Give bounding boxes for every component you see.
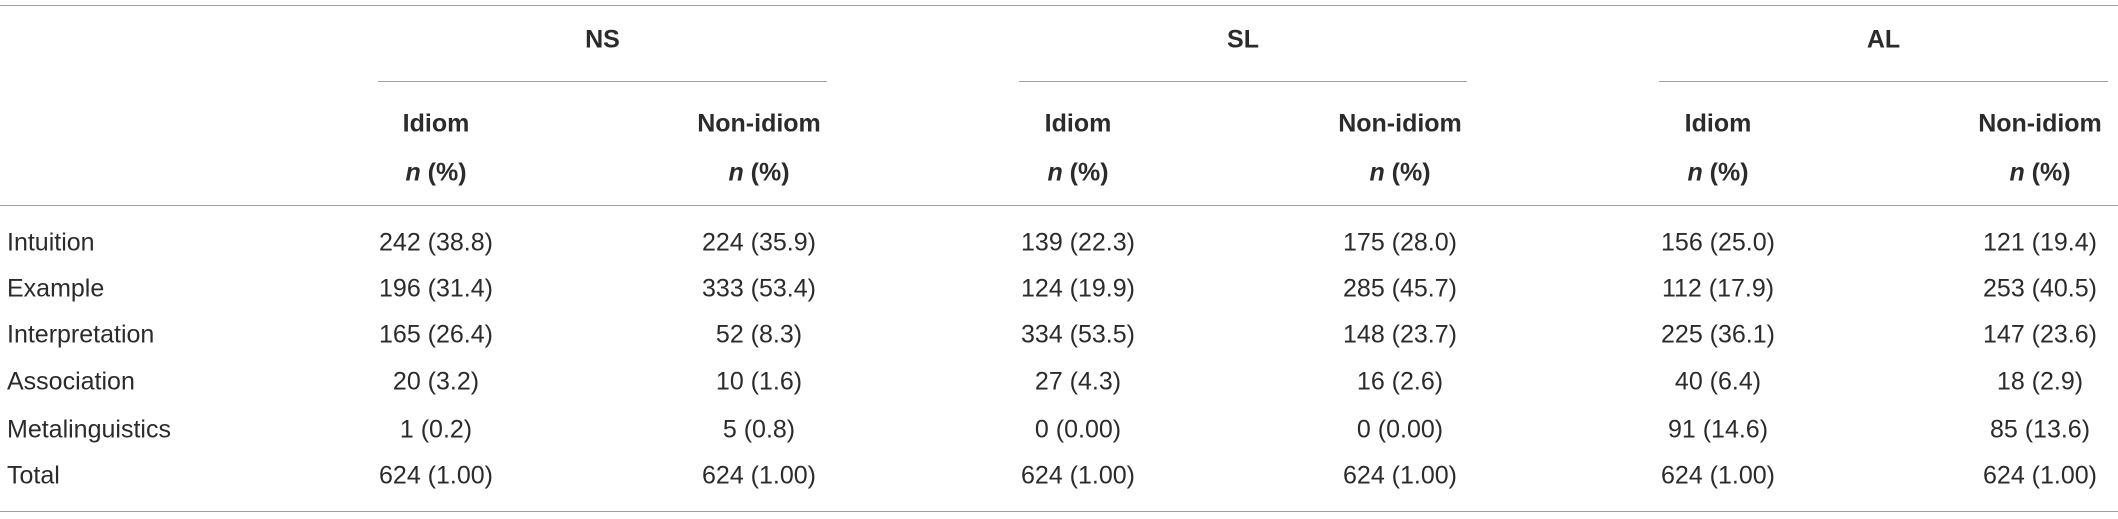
cell: 624 (1.00) [1983, 461, 2097, 490]
cell: 112 (17.9) [1661, 274, 1775, 303]
row-label: Interpretation [7, 320, 155, 349]
cell: 10 (1.6) [715, 367, 803, 396]
column-header: Non-idiom [1338, 109, 1462, 138]
cell: 624 (1.00) [1661, 461, 1775, 490]
cell: 624 (1.00) [1021, 461, 1135, 490]
cell: 0 (0.00) [1034, 415, 1122, 444]
column-stat: n (%) [1687, 159, 1748, 188]
column-stat: n (%) [1369, 159, 1430, 188]
stat-var: n [728, 158, 744, 187]
cell: 224 (35.9) [702, 228, 816, 257]
cell: 0 (0.00) [1356, 415, 1444, 444]
row-label: Total [7, 461, 60, 490]
cell: 175 (28.0) [1343, 228, 1457, 257]
stat-unit: (%) [1069, 158, 1109, 187]
column-stat: n (%) [728, 159, 789, 188]
column-stat: n (%) [2009, 159, 2070, 188]
row-label: Intuition [7, 228, 95, 257]
cell: 285 (45.7) [1343, 274, 1457, 303]
cell: 624 (1.00) [702, 461, 816, 490]
cell: 165 (26.4) [379, 320, 493, 349]
stat-var: n [1687, 158, 1703, 187]
cell: 124 (19.9) [1021, 274, 1135, 303]
cell: 20 (3.2) [392, 367, 480, 396]
cell: 624 (1.00) [1343, 461, 1457, 490]
cell: 242 (38.8) [379, 228, 493, 257]
cell: 85 (13.6) [1989, 415, 2091, 444]
group-header: AL [1866, 25, 1901, 54]
group-rule [1659, 81, 2108, 82]
column-header: Idiom [402, 109, 470, 138]
cell: 18 (2.9) [1996, 367, 2084, 396]
stat-var: n [2009, 158, 2025, 187]
cell: 148 (23.7) [1343, 320, 1457, 349]
column-stat: n (%) [405, 159, 466, 188]
stat-var: n [405, 158, 421, 187]
top-rule [0, 5, 2118, 6]
cell: 1 (0.2) [399, 415, 473, 444]
column-header: Idiom [1684, 109, 1752, 138]
group-header: SL [1227, 25, 1259, 54]
cell: 139 (22.3) [1021, 228, 1135, 257]
group-rule [378, 81, 827, 82]
column-stat: n (%) [1047, 159, 1108, 188]
column-header: Non-idiom [697, 109, 821, 138]
cell: 16 (2.6) [1356, 367, 1444, 396]
cell: 5 (0.8) [722, 415, 796, 444]
cell: 225 (36.1) [1661, 320, 1775, 349]
stat-unit: (%) [2031, 158, 2071, 187]
cell: 147 (23.6) [1983, 320, 2097, 349]
row-label: Metalinguistics [7, 415, 171, 444]
cell: 52 (8.3) [715, 320, 803, 349]
bottom-rule [0, 511, 2118, 512]
stat-var: n [1369, 158, 1385, 187]
stat-unit: (%) [427, 158, 467, 187]
cell: 40 (6.4) [1674, 367, 1762, 396]
header-rule [0, 205, 2118, 206]
row-label: Association [7, 367, 135, 396]
group-rule [1019, 81, 1467, 82]
cell: 121 (19.4) [1983, 228, 2097, 257]
stat-unit: (%) [750, 158, 790, 187]
cell: 334 (53.5) [1021, 320, 1135, 349]
stat-unit: (%) [1709, 158, 1749, 187]
cell: 624 (1.00) [379, 461, 493, 490]
cell: 196 (31.4) [379, 274, 493, 303]
cell: 27 (4.3) [1034, 367, 1122, 396]
cell: 156 (25.0) [1661, 228, 1775, 257]
column-header: Non-idiom [1978, 109, 2102, 138]
cell: 91 (14.6) [1667, 415, 1769, 444]
column-header: Idiom [1044, 109, 1112, 138]
cell: 333 (53.4) [702, 274, 816, 303]
group-header: NS [585, 25, 620, 54]
row-label: Example [7, 274, 105, 303]
stat-var: n [1047, 158, 1063, 187]
stat-unit: (%) [1391, 158, 1431, 187]
cell: 253 (40.5) [1983, 274, 2097, 303]
